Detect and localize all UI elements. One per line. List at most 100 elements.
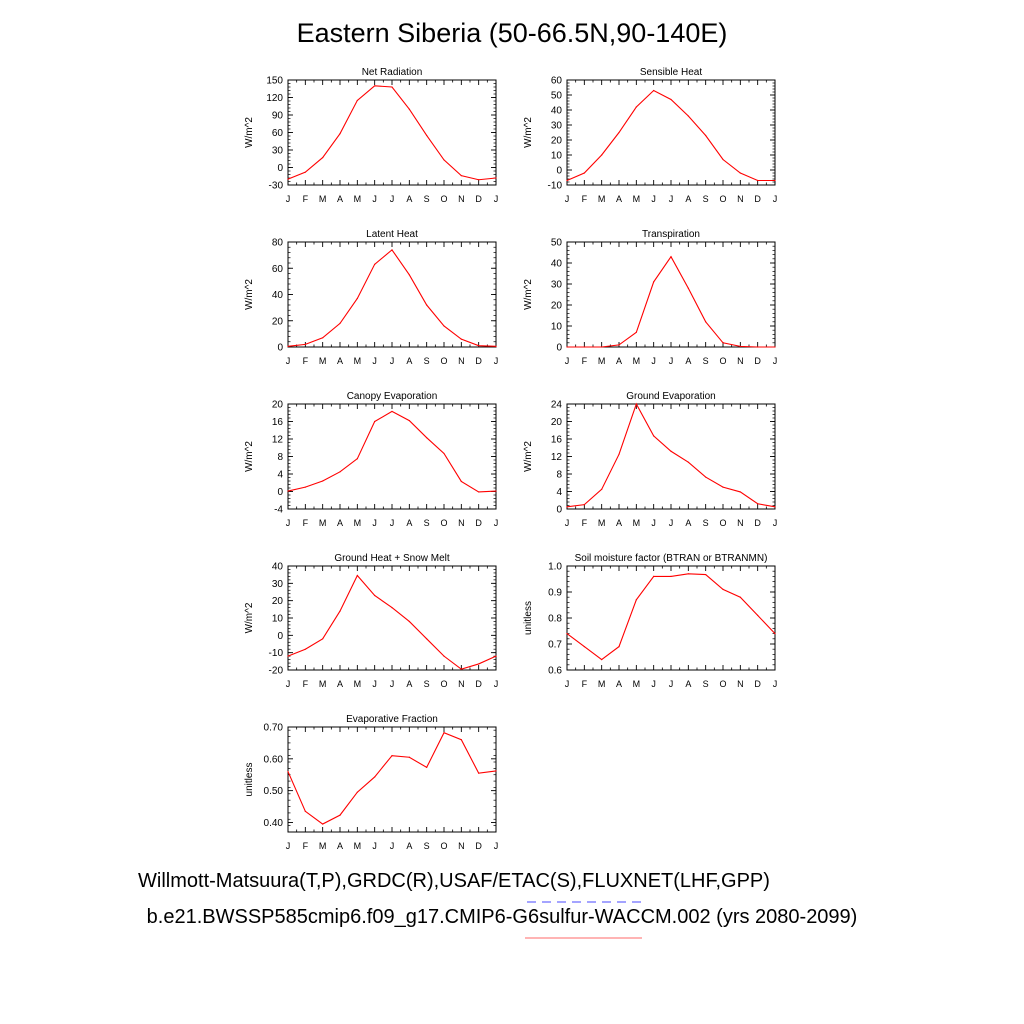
y-tick-label: 8: [277, 452, 283, 463]
data-point: [635, 403, 637, 405]
data-point: [687, 573, 689, 575]
data-point: [601, 659, 603, 661]
x-tick-label: S: [424, 194, 430, 204]
x-tick-label: A: [337, 679, 343, 689]
data-point: [356, 297, 358, 300]
panel-title: Evaporative Fraction: [346, 714, 438, 725]
data-point: [443, 732, 445, 734]
x-tick-label: J: [372, 841, 377, 851]
x-tick-label: S: [703, 679, 709, 689]
data-point: [460, 739, 462, 741]
plot-frame: [287, 726, 497, 833]
data-point: [653, 435, 655, 437]
x-tick-label: D: [475, 518, 482, 528]
data-point: [460, 480, 462, 483]
data-point: [670, 575, 672, 578]
y-tick-label: -20: [269, 666, 284, 677]
data-point: [601, 346, 603, 348]
panel-title: Net Radiation: [362, 67, 423, 78]
y-tick-label: 0.7: [548, 640, 562, 651]
x-tick-label: J: [372, 356, 377, 366]
x-tick-label: A: [616, 518, 622, 528]
x-tick-label: A: [616, 356, 622, 366]
x-tick-label: J: [390, 518, 395, 528]
x-tick-label: J: [565, 518, 570, 528]
data-point: [339, 471, 341, 473]
x-tick-label: S: [703, 194, 709, 204]
y-tick-label: 40: [551, 106, 563, 117]
data-point: [566, 506, 568, 508]
y-tick-label: 8: [556, 470, 562, 481]
x-tick-label: O: [719, 679, 726, 689]
data-point: [339, 133, 341, 135]
data-point: [322, 823, 324, 825]
x-tick-label: A: [616, 194, 622, 204]
data-point: [670, 256, 672, 258]
data-point: [739, 596, 741, 598]
series-line: [287, 85, 497, 181]
series-line: [566, 89, 775, 182]
x-tick-label: N: [458, 194, 465, 204]
chart-panel-4: J F M A M J J A S O N D J01020304050TranspirationW/m…: [523, 229, 777, 366]
data-point: [478, 345, 480, 347]
y-tick-label: 40: [272, 290, 284, 301]
y-tick-label: 10: [551, 151, 563, 162]
series-line: [287, 732, 497, 825]
data-point: [374, 776, 376, 778]
x-tick-label: J: [773, 518, 778, 528]
legend-marks: [525, 901, 642, 939]
data-point: [426, 638, 428, 640]
x-tick-label: M: [319, 679, 327, 689]
x-tick-label: M: [633, 356, 641, 366]
data-point: [670, 98, 672, 101]
data-point: [618, 453, 620, 455]
x-tick-label: J: [565, 356, 570, 366]
data-point: [287, 655, 289, 657]
data-point: [304, 810, 306, 812]
x-tick-label: O: [440, 679, 447, 689]
plot-frame: [287, 403, 497, 510]
y-tick-label: 24: [551, 400, 563, 411]
x-tick-label: J: [494, 679, 499, 689]
y-axis-label: unitless: [523, 601, 534, 635]
x-tick-label: A: [616, 679, 622, 689]
figure-title: Eastern Siberia (50-66.5N,90-140E): [296, 18, 728, 48]
data-point: [304, 648, 306, 650]
x-tick-label: S: [703, 518, 709, 528]
x-tick-label: J: [372, 679, 377, 689]
x-tick-label: A: [685, 356, 691, 366]
x-tick-label: J: [390, 679, 395, 689]
panel-title: Soil moisture factor (BTRAN or BTRANMN): [575, 553, 768, 564]
data-point: [705, 134, 707, 137]
y-tick-label: 10: [551, 322, 563, 333]
y-tick-label: 50: [551, 91, 563, 102]
x-tick-label: A: [406, 841, 412, 851]
data-point: [304, 343, 306, 345]
x-tick-label: F: [303, 518, 309, 528]
y-tick-label: 0: [277, 631, 283, 642]
x-tick-label: F: [303, 679, 309, 689]
data-point: [356, 791, 358, 793]
x-tick-label: N: [458, 356, 465, 366]
data-point: [774, 633, 776, 635]
x-tick-label: F: [582, 518, 588, 528]
data-point: [774, 506, 776, 508]
y-axis-label: W/m^2: [523, 117, 534, 148]
x-tick-label: A: [406, 194, 412, 204]
plot-frame: [566, 403, 776, 510]
data-point: [374, 594, 376, 597]
panel-title: Canopy Evaporation: [347, 391, 438, 402]
x-tick-label: J: [494, 356, 499, 366]
x-tick-label: J: [773, 679, 778, 689]
data-point: [339, 610, 341, 612]
x-tick-label: J: [651, 194, 656, 204]
x-tick-label: O: [719, 356, 726, 366]
x-tick-label: A: [337, 194, 343, 204]
x-tick-label: J: [286, 194, 291, 204]
y-tick-label: 16: [272, 417, 284, 428]
data-point: [739, 172, 741, 174]
x-tick-label: D: [754, 194, 761, 204]
data-point: [601, 488, 603, 490]
x-tick-label: N: [458, 518, 465, 528]
